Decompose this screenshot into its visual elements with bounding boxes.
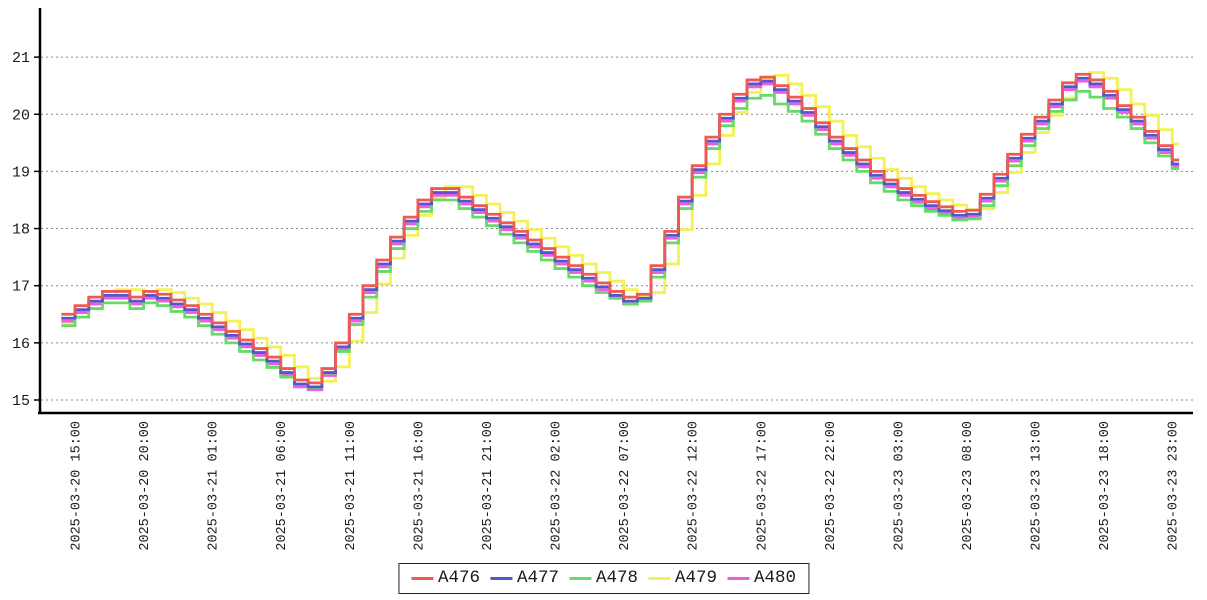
svg-text:15: 15	[12, 393, 30, 410]
legend-swatch-a476-line-icon	[410, 576, 433, 580]
svg-text:2025-03-23 23:00: 2025-03-23 23:00	[1167, 421, 1182, 551]
svg-text:2025-03-21 06:00: 2025-03-21 06:00	[275, 421, 290, 551]
legend-label: A476	[437, 568, 480, 588]
svg-text:2025-03-22 02:00: 2025-03-22 02:00	[550, 421, 565, 551]
svg-text:2025-03-22 22:00: 2025-03-22 22:00	[824, 421, 839, 551]
legend-item-a476: A476	[401, 566, 480, 590]
svg-text:2025-03-22 12:00: 2025-03-22 12:00	[687, 421, 702, 551]
legend-label: A480	[754, 568, 797, 588]
legend-swatch-a478-line-icon	[568, 576, 591, 580]
svg-text:2025-03-21 11:00: 2025-03-21 11:00	[344, 421, 359, 551]
legend-label: A478	[595, 568, 639, 588]
svg-text:2025-03-22 17:00: 2025-03-22 17:00	[755, 421, 770, 551]
svg-text:2025-03-21 21:00: 2025-03-21 21:00	[481, 421, 496, 551]
svg-text:2025-03-21 16:00: 2025-03-21 16:00	[412, 421, 427, 551]
legend-swatch-a479-line-icon	[648, 576, 671, 580]
svg-text:2025-03-23 13:00: 2025-03-23 13:00	[1030, 421, 1045, 551]
legend-item-a478: A478	[559, 566, 638, 590]
svg-text:2025-03-23 03:00: 2025-03-23 03:00	[892, 421, 907, 551]
legend-label: A479	[675, 568, 718, 588]
svg-text:2025-03-23 18:00: 2025-03-23 18:00	[1098, 421, 1113, 551]
legend-item-a477: A477	[480, 566, 559, 590]
svg-text:16: 16	[12, 336, 30, 353]
svg-text:20: 20	[12, 107, 30, 124]
svg-text:2025-03-23 08:00: 2025-03-23 08:00	[961, 421, 976, 551]
svg-text:2025-03-20 15:00: 2025-03-20 15:00	[70, 421, 85, 551]
legend-item-a479: A479	[638, 566, 717, 590]
legend-label: A477	[516, 568, 559, 588]
legend-swatch-a480-line-icon	[727, 576, 750, 580]
legend-swatch-a477-line-icon	[489, 576, 512, 580]
chart-legend: A476 A477 A478 A479 A480	[397, 563, 810, 594]
svg-text:2025-03-22 07:00: 2025-03-22 07:00	[618, 421, 633, 551]
svg-text:18: 18	[12, 222, 30, 239]
svg-text:21: 21	[12, 50, 30, 67]
svg-text:19: 19	[12, 164, 30, 181]
svg-text:2025-03-20 20:00: 2025-03-20 20:00	[138, 421, 153, 551]
svg-text:17: 17	[12, 279, 30, 296]
legend-item-a480: A480	[717, 566, 796, 590]
svg-text:2025-03-21 01:00: 2025-03-21 01:00	[207, 421, 222, 551]
